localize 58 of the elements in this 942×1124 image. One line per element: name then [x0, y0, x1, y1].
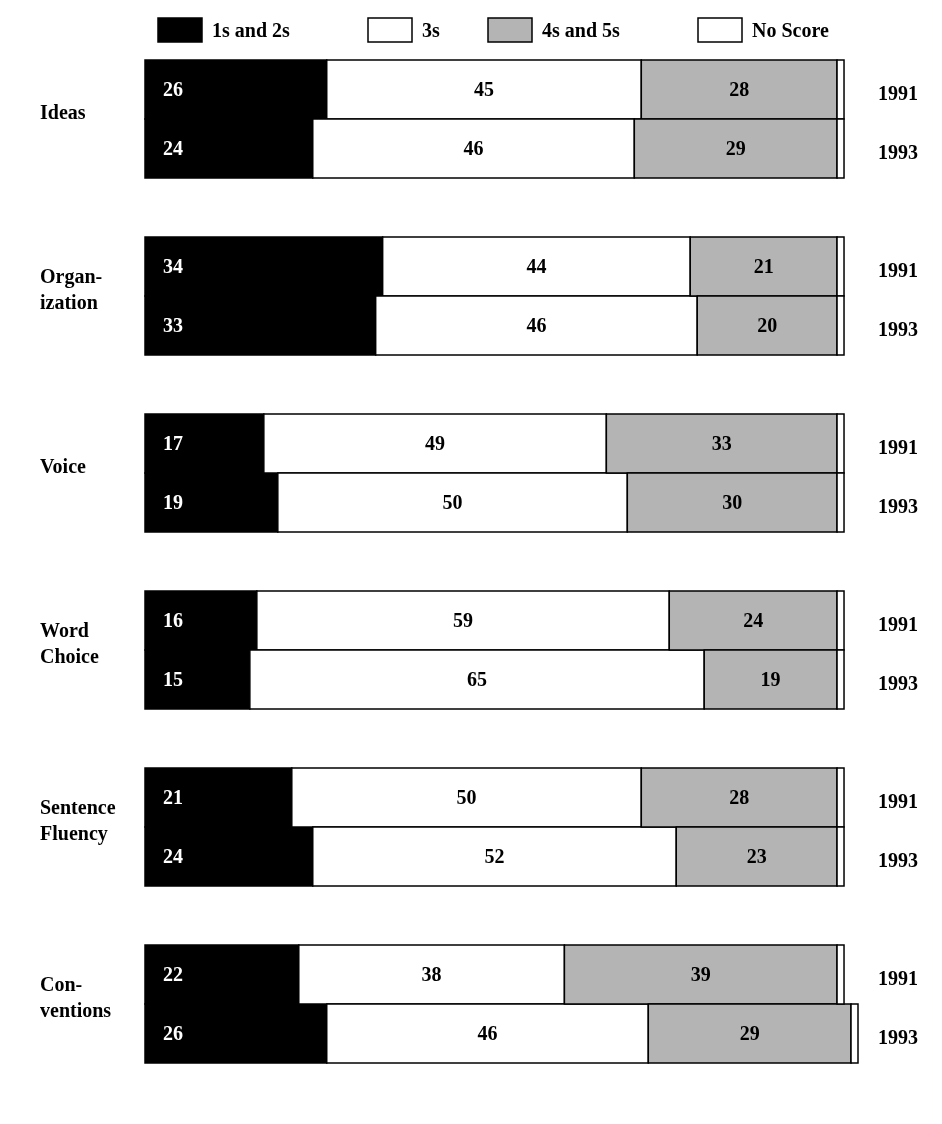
y-tick-label: 1993	[878, 671, 918, 694]
y-tick-label: 1993	[878, 317, 918, 340]
legend-label: 1s and 2s	[212, 19, 291, 41]
data-label: 21	[753, 254, 774, 277]
y-tick-label: 1991	[878, 612, 918, 635]
data-label: 28	[729, 77, 750, 100]
text: Ideas	[40, 101, 86, 123]
legend-label: 4s and 5s	[542, 19, 621, 41]
data-label: 26	[163, 1021, 183, 1044]
data-label: 21	[163, 785, 183, 808]
y-tick-label: 1993	[878, 848, 918, 871]
data-label: 30	[722, 490, 743, 513]
data-label: 33	[163, 313, 183, 336]
data-label: 39	[690, 962, 711, 985]
text: Voice	[40, 455, 87, 477]
data-label: 24	[743, 608, 764, 631]
data-label: 24	[163, 844, 183, 867]
data-label: 50	[442, 490, 463, 513]
y-tick-label: 1991	[878, 258, 918, 281]
data-label: 65	[467, 667, 488, 690]
data-label: 33	[711, 431, 732, 454]
y-tick-label: 1991	[878, 435, 918, 458]
text: Word Choice	[40, 619, 99, 667]
text: Organ- ization	[40, 265, 103, 313]
legend-label: 3s	[422, 19, 440, 41]
data-label: 29	[739, 1021, 760, 1044]
data-label: 38	[421, 962, 442, 985]
legend-label: No Score	[752, 19, 829, 41]
data-label: 29	[725, 136, 746, 159]
data-label: 45	[474, 77, 495, 100]
data-label: 19	[760, 667, 781, 690]
y-tick-label: 1993	[878, 1025, 918, 1048]
data-label: 46	[463, 136, 484, 159]
data-label: 20	[757, 313, 778, 336]
data-label: 46	[477, 1021, 498, 1044]
data-label: 59	[453, 608, 474, 631]
data-label: 15	[163, 667, 183, 690]
y-tick-label: 1993	[878, 494, 918, 517]
data-label: 26	[163, 77, 183, 100]
y-tick-label: 1991	[878, 966, 918, 989]
y-tick-label: 1991	[878, 789, 918, 812]
data-label: 24	[163, 136, 183, 159]
text: Sentence Fluency	[40, 796, 116, 845]
data-label: 28	[729, 785, 750, 808]
data-label: 34	[163, 254, 183, 277]
data-label: 46	[526, 313, 547, 336]
y-tick-label: 1991	[878, 81, 918, 104]
data-label: 52	[484, 844, 505, 867]
data-label: 16	[163, 608, 183, 631]
data-label: 19	[163, 490, 183, 513]
data-label: 23	[746, 844, 767, 867]
y-tick-label: 1993	[878, 140, 918, 163]
data-label: 17	[163, 431, 183, 454]
data-label: 50	[456, 785, 477, 808]
data-label: 49	[425, 431, 446, 454]
text: Con- ventions	[40, 973, 112, 1021]
data-label: 44	[526, 254, 547, 277]
data-label: 22	[163, 962, 183, 985]
